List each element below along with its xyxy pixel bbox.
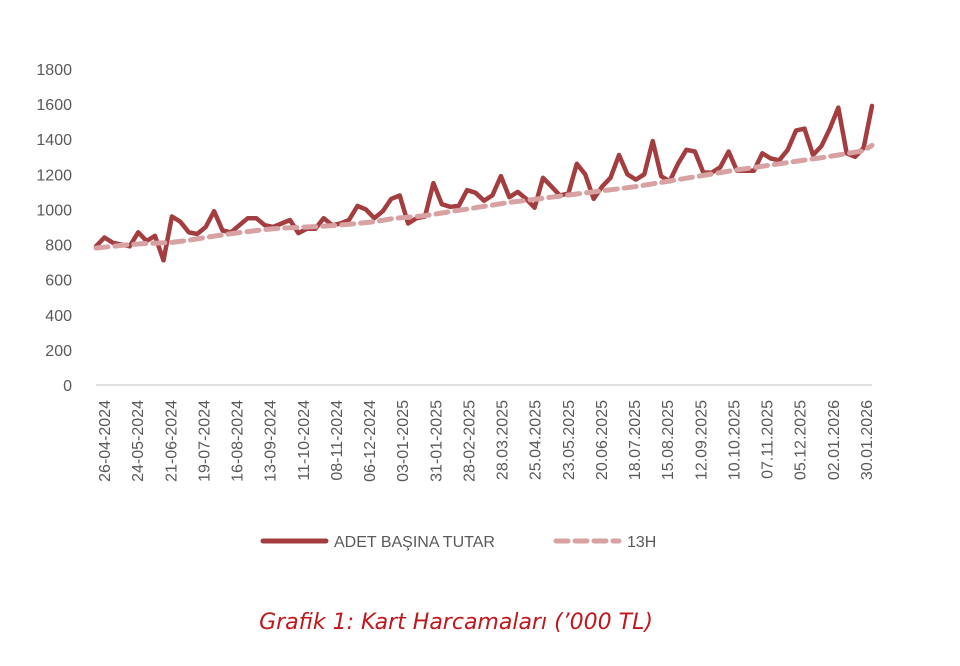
y-tick-label: 200 (45, 343, 72, 360)
x-tick-label: 11-10-2024 (296, 400, 313, 481)
series-layer (93, 103, 875, 263)
x-tick-label: 25.04.2025 (528, 400, 545, 480)
x-tick-label: 16-08-2024 (230, 400, 247, 482)
legend-label-main: ADET BAŞINA TUTAR (334, 534, 495, 551)
x-tick-label: 10.10.2025 (726, 400, 743, 480)
y-axis-ticks: 0 200 400 600 800 1000 1200 1400 1600 1800 (36, 62, 72, 395)
figure-caption: Grafik 1: Kart Harcamaları (’000 TL) (259, 610, 653, 635)
x-tick-label: 21-06-2024 (163, 400, 180, 482)
y-tick-label: 1400 (36, 132, 72, 149)
y-tick-label: 1600 (36, 97, 72, 114)
x-tick-label: 18.07.2025 (627, 400, 644, 480)
legend: ADET BAŞINA TUTAR 13H (260, 534, 656, 551)
x-tick-label: 15.08.2025 (660, 400, 677, 480)
x-tick-label: 13-09-2024 (263, 400, 280, 482)
line-chart: 0 200 400 600 800 1000 1200 1400 1600 1800 26-04-… (36, 62, 876, 551)
y-tick-label: 400 (45, 308, 72, 325)
x-tick-label: 05.12.2025 (793, 400, 810, 480)
x-tick-label: 19-07-2024 (196, 400, 213, 482)
y-tick-label: 0 (63, 378, 72, 395)
y-tick-label: 800 (45, 238, 72, 255)
x-tick-label: 26-04-2024 (97, 400, 114, 482)
x-tick-label: 08-11-2024 (329, 400, 346, 481)
x-tick-label: 24-05-2024 (130, 400, 147, 482)
legend-label-trend: 13H (627, 534, 656, 551)
y-tick-label: 1800 (36, 62, 72, 79)
x-tick-label: 12.09.2025 (693, 400, 710, 480)
y-tick-label: 600 (45, 273, 72, 290)
x-axis-ticks: 26-04-2024 24-05-2024 21-06-2024 19-07-2024… (97, 400, 876, 482)
x-tick-label: 31-01-2025 (428, 400, 445, 482)
x-tick-label: 02.01.2026 (826, 400, 843, 480)
x-tick-label: 30.01.2026 (859, 400, 876, 480)
x-tick-label: 23.05.2025 (561, 400, 578, 480)
x-tick-label: 28.03.2025 (495, 400, 512, 480)
x-tick-label: 06-12-2024 (362, 400, 379, 482)
y-tick-label: 1200 (36, 167, 72, 184)
x-tick-label: 03-01-2025 (395, 400, 412, 482)
x-tick-label: 07.11.2025 (760, 400, 777, 479)
series-line-trend (93, 142, 875, 251)
x-tick-label: 20.06.2025 (594, 400, 611, 480)
x-tick-label: 28-02-2025 (461, 400, 478, 482)
y-tick-label: 1000 (36, 202, 72, 219)
